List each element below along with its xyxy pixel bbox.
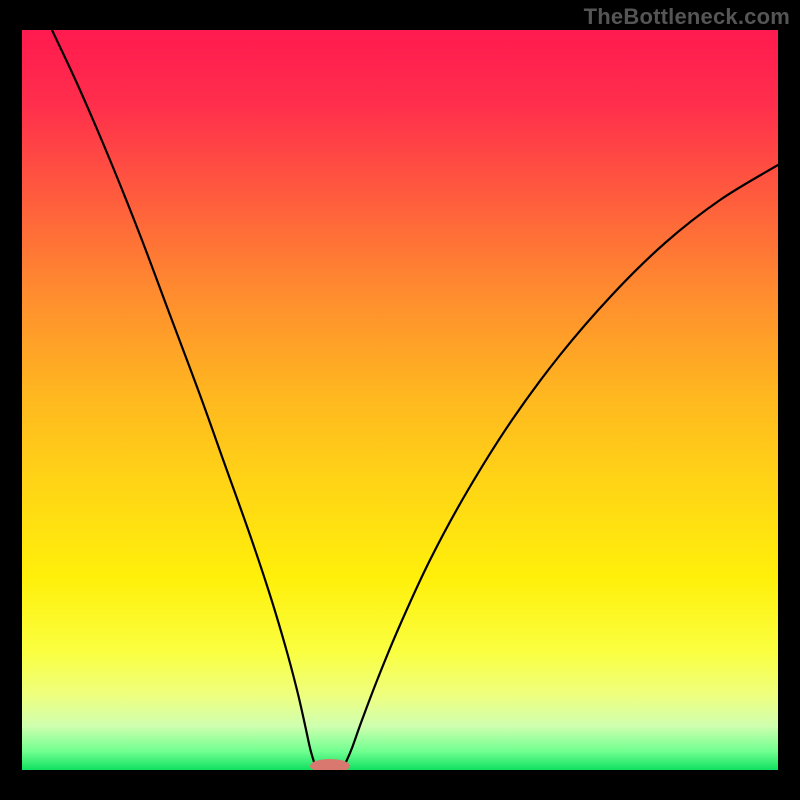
watermark-text: TheBottleneck.com [584,4,790,30]
bottleneck-chart [0,0,800,800]
plot-background-gradient [22,30,778,770]
chart-container: TheBottleneck.com [0,0,800,800]
